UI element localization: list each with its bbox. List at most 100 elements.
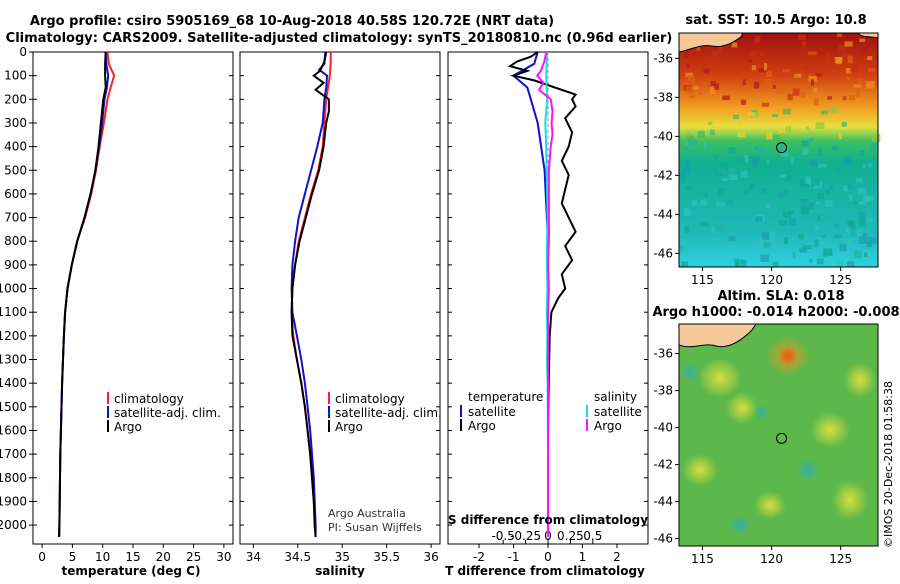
sst-texture-cell bbox=[864, 252, 868, 257]
sst-texture-cell bbox=[859, 150, 864, 156]
series-line-satellite-adj-clim- bbox=[290, 51, 329, 537]
sst-texture-cell bbox=[859, 38, 866, 42]
sst-texture-cell bbox=[744, 190, 749, 195]
sst-texture-cell bbox=[815, 226, 819, 230]
sla-blob bbox=[832, 480, 868, 520]
s-tick-label: 0.5 bbox=[583, 529, 602, 543]
sst-texture-cell bbox=[703, 68, 710, 74]
depth-tick-label: 700 bbox=[4, 211, 27, 225]
sst-texture-cell bbox=[685, 72, 693, 77]
x-tick-label: 10 bbox=[95, 550, 110, 564]
sst-texture-cell bbox=[836, 260, 844, 268]
sst-texture-cell bbox=[715, 225, 724, 232]
sst-texture-cell bbox=[766, 132, 773, 140]
sst-texture-cell bbox=[689, 206, 697, 210]
sst-texture-cell bbox=[730, 167, 738, 173]
sst-texture-cell bbox=[808, 51, 817, 55]
depth-tick-label: 400 bbox=[4, 140, 27, 154]
sst-texture-cell bbox=[764, 78, 771, 86]
map-x-tick-label: 120 bbox=[760, 552, 783, 566]
sla-blob bbox=[810, 412, 850, 448]
depth-tick-label: 1000 bbox=[0, 282, 27, 296]
sst-texture-cell bbox=[805, 176, 811, 184]
difference-axis-label: T difference from climatology bbox=[445, 564, 645, 578]
depth-tick-label: 0 bbox=[19, 45, 27, 59]
sst-texture-cell bbox=[748, 51, 758, 58]
sla-map-subtitle: Argo h1000: -0.014 h2000: -0.008 bbox=[652, 305, 899, 320]
legend-argo-label: Argo bbox=[335, 420, 363, 434]
sst-texture-cell bbox=[844, 41, 853, 47]
sst-texture-cell bbox=[772, 114, 778, 118]
sst-texture-cell bbox=[716, 167, 726, 175]
sst-texture-cell bbox=[782, 69, 790, 73]
sst-texture-cell bbox=[766, 159, 770, 164]
s-tick-label: 0.25 bbox=[557, 529, 584, 543]
depth-tick-label: 1400 bbox=[0, 376, 27, 390]
sst-texture-cell bbox=[749, 156, 756, 160]
sst-texture-cell bbox=[772, 261, 779, 267]
sst-texture-cell bbox=[685, 146, 691, 154]
sst-texture-cell bbox=[825, 53, 831, 61]
sst-texture-cell bbox=[727, 200, 733, 205]
x-tick-label: 20 bbox=[156, 550, 171, 564]
x-tick-label: 35.5 bbox=[373, 550, 400, 564]
sst-texture-cell bbox=[818, 252, 825, 260]
sst-texture-cell bbox=[783, 211, 792, 218]
sst-texture-cell bbox=[867, 56, 873, 61]
map-y-tick-label: -36 bbox=[653, 347, 673, 361]
sst-texture-cell bbox=[799, 199, 808, 203]
sst-texture-cell bbox=[710, 81, 716, 88]
sst-texture-cell bbox=[761, 232, 770, 240]
map-y-tick-label: -40 bbox=[653, 421, 673, 435]
sst-texture-cell bbox=[696, 46, 701, 51]
sst-texture-cell bbox=[829, 185, 834, 189]
sst-texture-cell bbox=[802, 66, 809, 70]
sst-texture-cell bbox=[785, 126, 791, 132]
sst-texture-cell bbox=[871, 133, 881, 142]
x-tick-label: -2 bbox=[473, 550, 485, 564]
legend-temperature-title: temperature bbox=[468, 390, 543, 404]
sst-texture-cell bbox=[728, 235, 736, 242]
sst-texture-cell bbox=[832, 146, 840, 150]
sst-texture-cell bbox=[687, 75, 695, 83]
salinity-axis-label: salinity bbox=[315, 564, 365, 578]
legend-climatology-label: climatology bbox=[335, 392, 405, 406]
sst-texture-cell bbox=[839, 45, 846, 52]
sst-texture-cell bbox=[705, 59, 709, 65]
legend-sal-satellite-label: satellite bbox=[594, 405, 642, 419]
sst-texture-cell bbox=[800, 91, 806, 98]
sst-texture-cell bbox=[792, 88, 800, 96]
sst-texture-cell bbox=[691, 200, 698, 206]
sst-texture-cell bbox=[800, 206, 809, 215]
sst-texture-cell bbox=[728, 168, 733, 173]
legend-satellite-label: satellite-adj. clim. bbox=[114, 406, 221, 420]
sst-texture-cell bbox=[758, 237, 764, 244]
depth-tick-label: 200 bbox=[4, 92, 27, 106]
sst-texture-cell bbox=[712, 51, 720, 57]
sst-texture-cell bbox=[778, 220, 788, 226]
sst-texture-cell bbox=[798, 234, 804, 239]
figure-title-line2: Climatology: CARS2009. Satellite-adjuste… bbox=[6, 31, 673, 46]
temperature-axis-label: temperature (deg C) bbox=[62, 564, 201, 578]
sst-texture-cell bbox=[778, 129, 787, 134]
imos-watermark: ©IMOS 20-Dec-2018 01:58:38 bbox=[882, 381, 895, 548]
sst-texture-cell bbox=[741, 61, 748, 69]
sst-texture-cell bbox=[689, 94, 696, 99]
sst-texture-cell bbox=[685, 185, 692, 190]
sst-texture-cell bbox=[866, 217, 874, 222]
sst-texture-cell bbox=[805, 126, 809, 131]
sst-texture-cell bbox=[783, 237, 789, 244]
sla-coastline bbox=[678, 323, 757, 348]
sst-texture-cell bbox=[681, 261, 689, 267]
sst-texture-cell bbox=[777, 207, 786, 211]
sst-texture-cell bbox=[846, 226, 851, 233]
sst-texture-cell bbox=[847, 183, 853, 190]
legend-temp-satellite-label: satellite bbox=[468, 405, 516, 419]
depth-tick-label: 800 bbox=[4, 234, 27, 248]
x-tick-label: 36 bbox=[423, 550, 438, 564]
depth-tick-label: 1800 bbox=[0, 471, 27, 485]
sst-texture-cell bbox=[755, 216, 763, 222]
x-tick-label: 5 bbox=[69, 550, 77, 564]
sst-texture-cell bbox=[808, 138, 814, 143]
sst-texture-cell bbox=[849, 95, 855, 101]
